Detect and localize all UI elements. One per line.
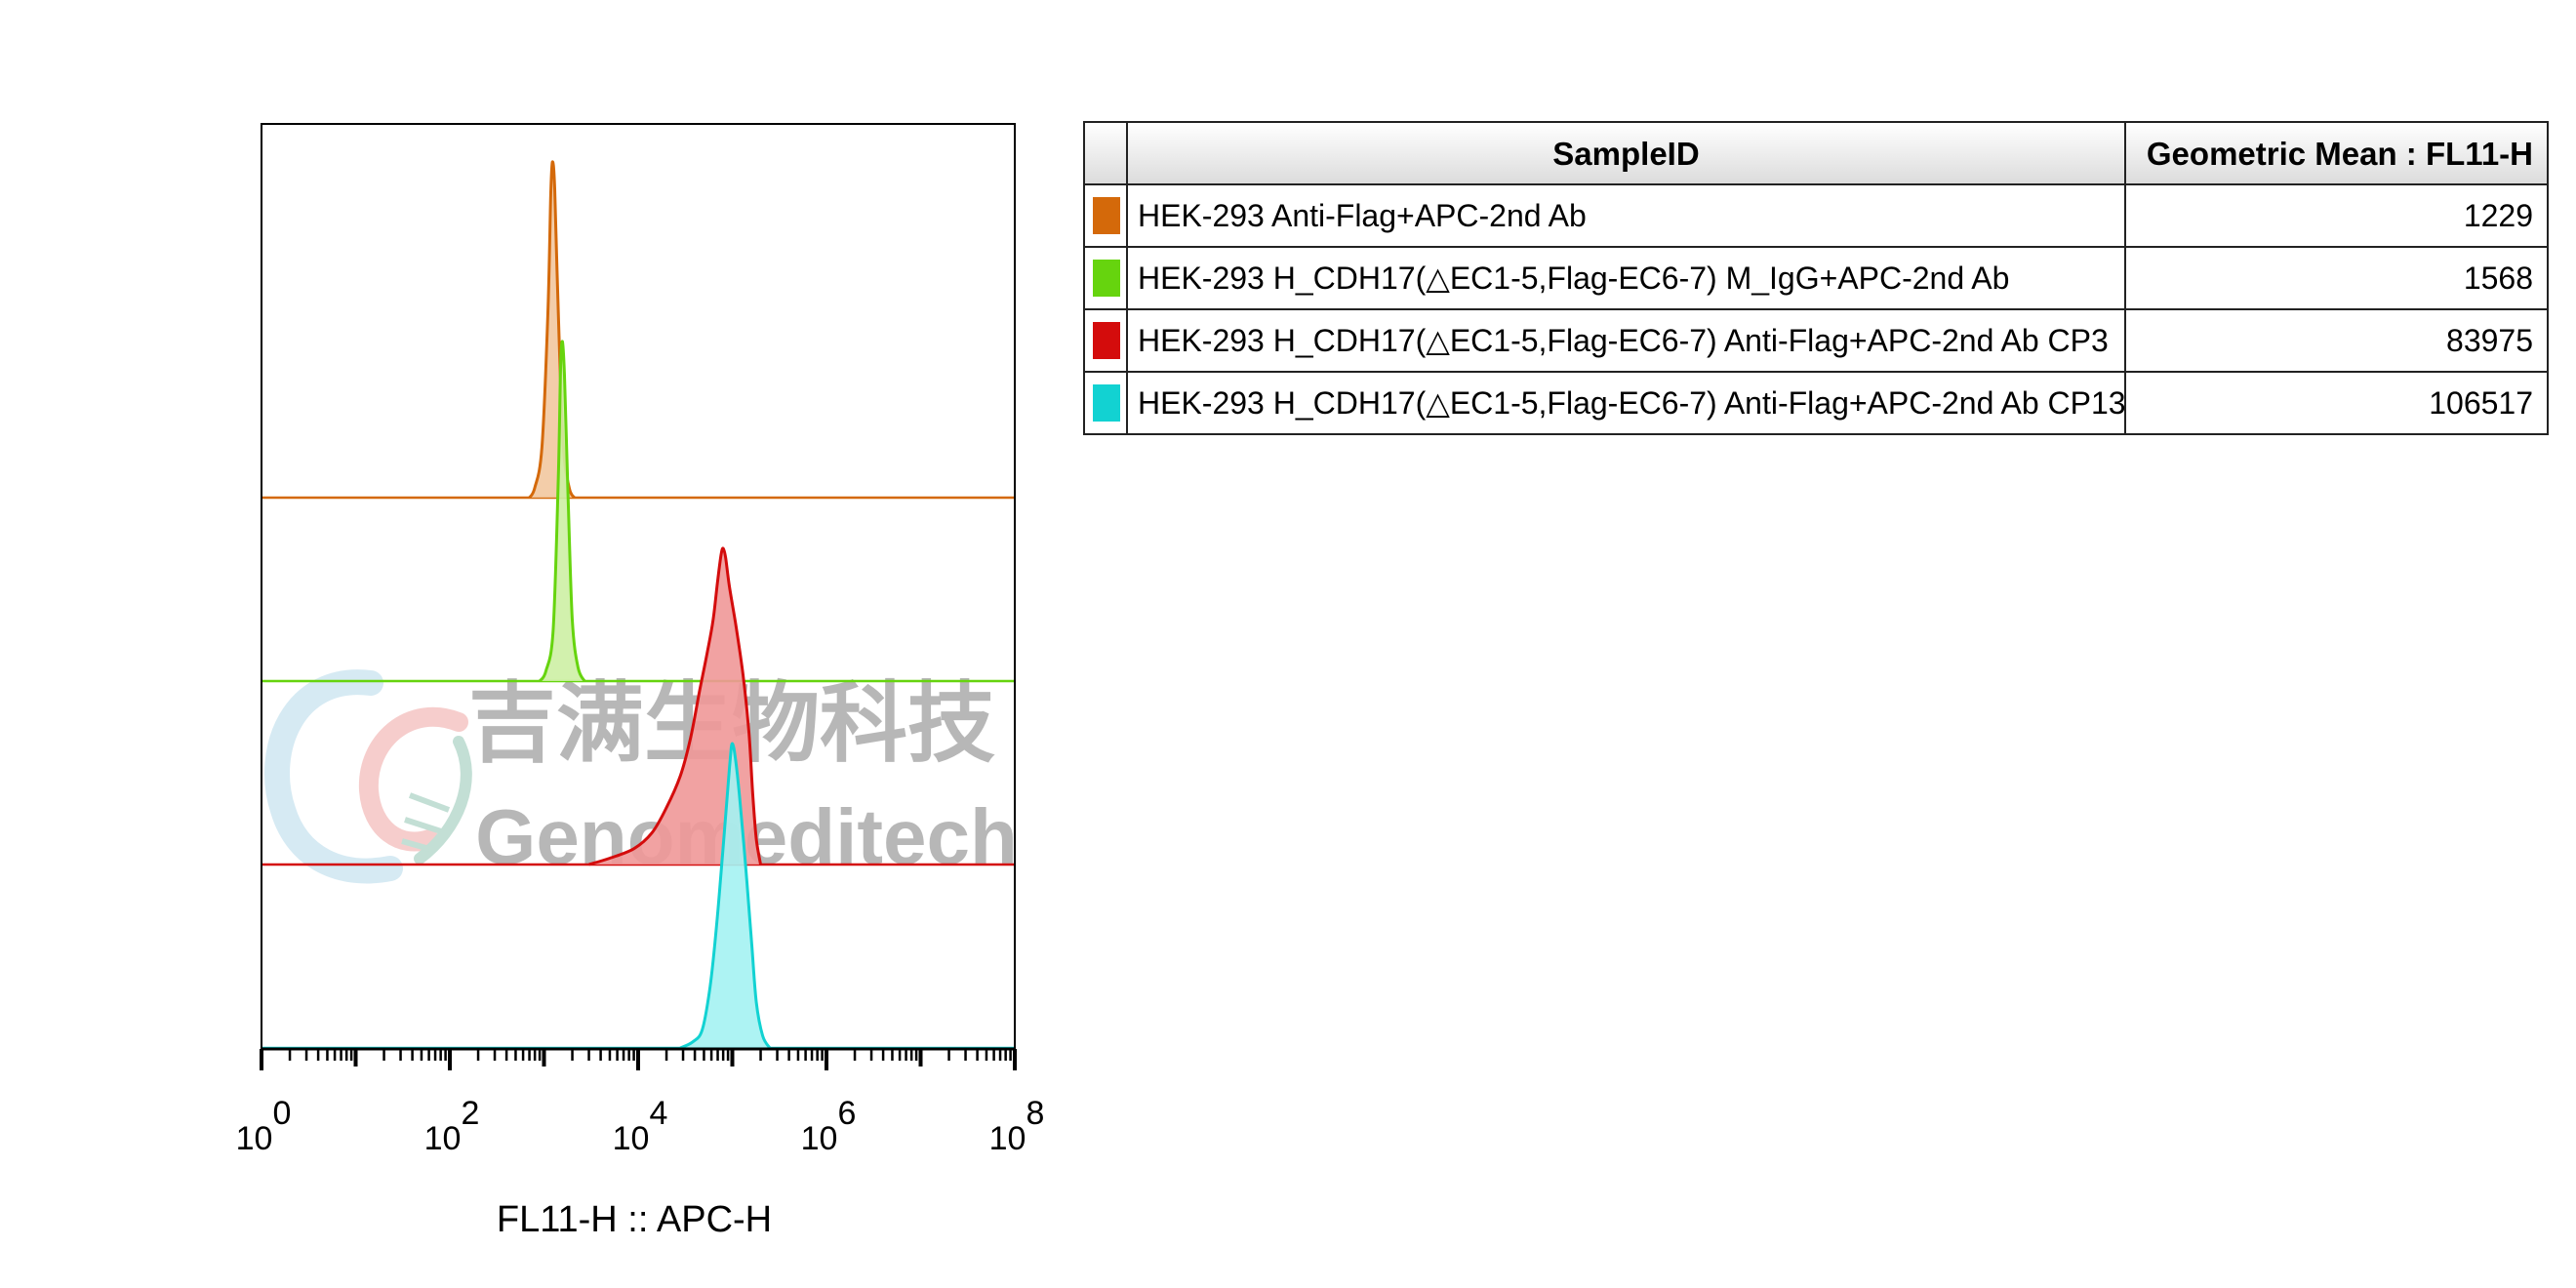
histogram-series (262, 340, 1015, 683)
x-tick-label: 100 (236, 1095, 292, 1157)
series-outline (588, 546, 762, 866)
legend-color-swatch (1093, 384, 1120, 422)
legend-sample-name: HEK-293 H_CDH17(△EC1-5,Flag-EC6-7) M_IgG… (1126, 246, 2126, 310)
x-tick-label: 108 (989, 1095, 1045, 1157)
x-tick-label: 106 (801, 1095, 857, 1157)
series-area (680, 744, 770, 1048)
series-outline (679, 742, 772, 1050)
plot-frame (261, 123, 1016, 1050)
x-axis-ticks (260, 1049, 1017, 1070)
table-row: HEK-293 H_CDH17(△EC1-5,Flag-EC6-7) Anti-… (1083, 308, 2549, 373)
x-tick-label: 104 (613, 1095, 668, 1157)
x-axis: 100 102 104 106 108 (236, 1047, 1045, 1157)
histogram-series (262, 546, 1015, 866)
legend-header-swatch (1083, 121, 1128, 185)
legend-sample-name: HEK-293 H_CDH17(△EC1-5,Flag-EC6-7) Anti-… (1126, 371, 2126, 435)
legend-geometric-mean: 1568 (2124, 246, 2549, 310)
watermark-logo (264, 669, 472, 884)
legend-swatch-cell (1083, 183, 1128, 248)
x-axis-tick-labels: 100 102 104 106 108 (236, 1095, 1045, 1157)
legend-color-swatch (1093, 322, 1120, 359)
series-area (588, 547, 761, 865)
histogram-series (262, 160, 1015, 500)
legend-table: SampleID Geometric Mean : FL11-H HEK-293… (1083, 121, 2549, 435)
legend-color-swatch (1093, 260, 1120, 297)
x-axis-title: FL11-H :: APC-H (497, 1199, 772, 1240)
legend-swatch-cell (1083, 308, 1128, 373)
legend-geometric-mean: 106517 (2124, 371, 2549, 435)
table-row: HEK-293 H_CDH17(△EC1-5,Flag-EC6-7) M_IgG… (1083, 246, 2549, 310)
legend-sample-name: HEK-293 Anti-Flag+APC-2nd Ab (1126, 183, 2126, 248)
legend-geometric-mean: 83975 (2124, 308, 2549, 373)
histogram-layers (262, 160, 1015, 1050)
table-row: HEK-293 Anti-Flag+APC-2nd Ab 1229 (1083, 183, 2549, 248)
table-row: HEK-293 H_CDH17(△EC1-5,Flag-EC6-7) Anti-… (1083, 371, 2549, 435)
series-area (529, 161, 575, 499)
legend-color-swatch (1093, 197, 1120, 234)
series-area (540, 341, 585, 681)
legend-geometric-mean: 1229 (2124, 183, 2549, 248)
legend-header-sample-id: SampleID (1126, 121, 2126, 185)
legend-sample-name: HEK-293 H_CDH17(△EC1-5,Flag-EC6-7) Anti-… (1126, 308, 2126, 373)
series-outline (538, 340, 586, 682)
legend-header-geometric-mean: Geometric Mean : FL11-H (2124, 121, 2549, 185)
x-tick-label: 102 (424, 1095, 480, 1157)
legend-swatch-cell (1083, 246, 1128, 310)
legend-table-header-row: SampleID Geometric Mean : FL11-H (1083, 121, 2549, 185)
legend-swatch-cell (1083, 371, 1128, 435)
